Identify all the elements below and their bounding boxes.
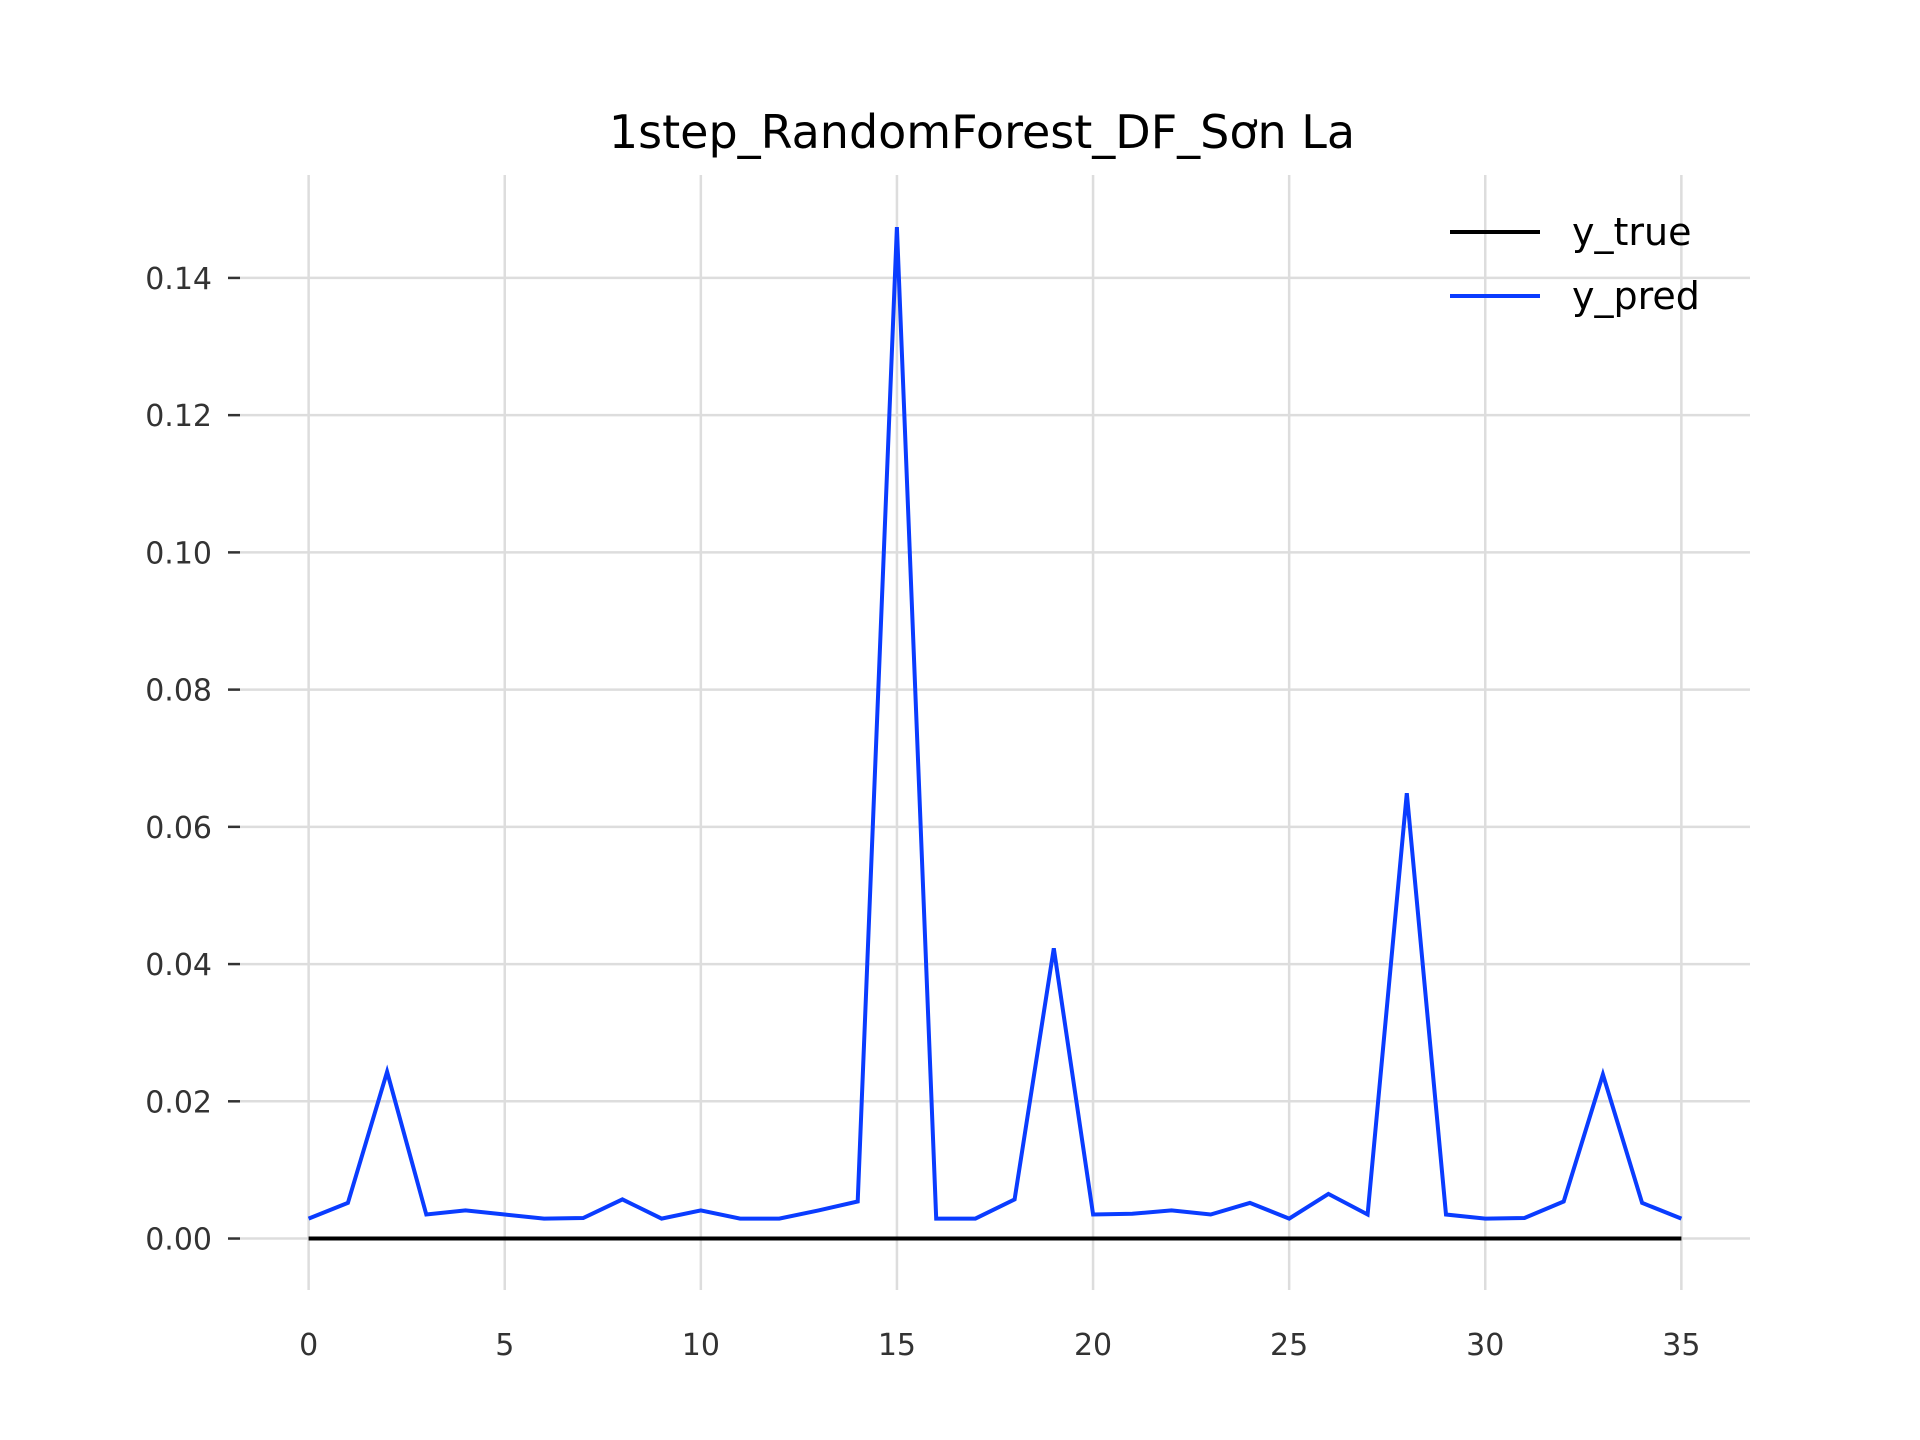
x-tick-label: 5 <box>495 1328 514 1363</box>
x-tick-label: 25 <box>1270 1328 1308 1363</box>
y-tick-label: 0.04 <box>145 948 212 983</box>
legend-label: y_pred <box>1572 274 1700 318</box>
y-tick-label: 0.02 <box>145 1085 212 1120</box>
x-tick-label: 20 <box>1074 1328 1112 1363</box>
x-tick-label: 15 <box>878 1328 916 1363</box>
legend: y_true y_pred <box>1450 210 1700 318</box>
series-lines <box>307 227 1683 1241</box>
x-tick-label: 35 <box>1662 1328 1700 1363</box>
chart-title: 1step_RandomForest_DF_Sơn La <box>609 105 1355 159</box>
y-tick-label: 0.08 <box>145 674 212 709</box>
grid-lines <box>240 175 1750 1290</box>
y-tick-label: 0.06 <box>145 811 212 846</box>
x-tick-label: 30 <box>1466 1328 1504 1363</box>
y-axis: 0.00 0.02 0.04 0.06 0.08 0.10 0.12 0.14 <box>145 262 240 1258</box>
y-tick-label: 0.12 <box>145 399 212 434</box>
y-tick-label: 0.00 <box>145 1223 212 1258</box>
series-line-y-pred <box>307 227 1683 1221</box>
x-tick-label: 10 <box>682 1328 720 1363</box>
y-tick-label: 0.14 <box>145 262 212 297</box>
x-tick-label: 0 <box>299 1328 318 1363</box>
y-tick-label: 0.10 <box>145 536 212 571</box>
legend-label: y_true <box>1572 210 1691 254</box>
x-axis: 0 5 10 15 20 25 30 35 <box>299 1328 1700 1363</box>
